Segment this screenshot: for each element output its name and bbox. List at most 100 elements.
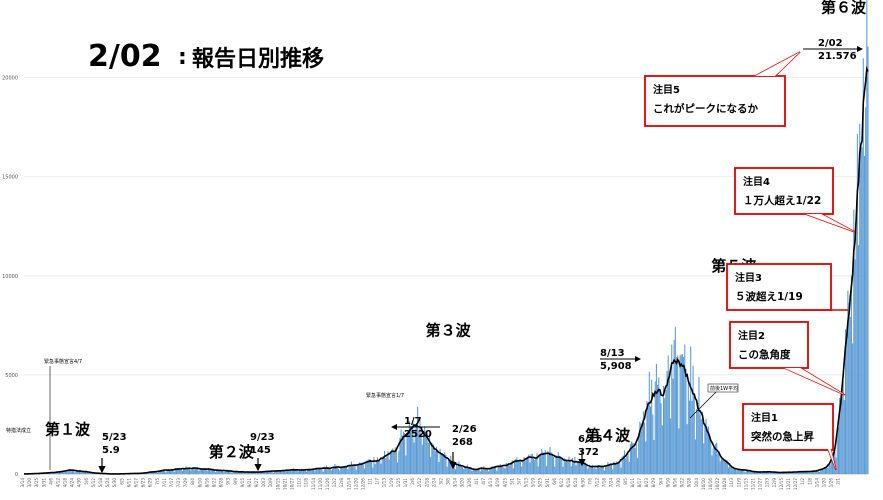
bar (374, 464, 376, 474)
x-tick-label: 4/24 (70, 478, 75, 488)
x-tick-label: 1/26 (829, 478, 834, 488)
bar (515, 459, 517, 474)
bar (716, 442, 718, 474)
bar (564, 459, 566, 474)
bar (615, 461, 617, 474)
bar (352, 464, 354, 474)
bar (257, 472, 259, 474)
bar (158, 471, 160, 474)
bar (58, 471, 60, 474)
bar (684, 344, 686, 474)
bar (704, 423, 706, 474)
bar (214, 472, 217, 474)
bar (277, 471, 279, 474)
bar (614, 464, 616, 474)
bar (814, 471, 816, 474)
bar (619, 462, 621, 474)
bar (499, 464, 501, 474)
bar (245, 471, 247, 474)
x-tick-label: 6/23 (141, 478, 146, 488)
x-tick-label: 4/6 (48, 478, 53, 485)
x-tick-label: 8/23 (644, 478, 649, 488)
bar (470, 466, 472, 474)
x-tick-label: 5/18 (98, 478, 103, 488)
bar (701, 411, 704, 474)
bar (207, 467, 209, 474)
bar (809, 471, 811, 474)
x-tick-label: 10/16 (708, 478, 713, 490)
bar (305, 471, 308, 474)
bar (748, 469, 750, 474)
bar (639, 421, 641, 474)
callout-title: 注目5 (653, 83, 680, 96)
bar (424, 426, 426, 474)
bar (827, 468, 829, 474)
bar (567, 461, 569, 474)
bar (641, 422, 643, 474)
bar (370, 460, 373, 474)
bar (685, 368, 687, 474)
bar (667, 355, 669, 474)
bar (628, 461, 630, 474)
bar (84, 471, 86, 474)
bar (577, 461, 579, 474)
bar (164, 469, 166, 474)
bar (800, 471, 802, 474)
bar (73, 470, 75, 474)
bar (497, 465, 499, 474)
bar (479, 471, 481, 474)
x-tick-label: 11/8 (304, 478, 309, 488)
bar (867, 46, 869, 475)
bar (807, 471, 809, 474)
bar (466, 464, 468, 474)
bar (692, 365, 694, 474)
bar (737, 469, 739, 474)
x-tick-label: 11/20 (318, 478, 323, 490)
wave-label: 第３波 (426, 321, 472, 339)
bar (473, 470, 475, 474)
bar (589, 465, 591, 474)
bar (603, 470, 605, 474)
bar (407, 434, 409, 474)
bar (62, 471, 64, 474)
bar (378, 460, 380, 474)
bar (665, 390, 667, 474)
bar (742, 469, 744, 474)
bar (242, 472, 244, 474)
bar (171, 468, 173, 474)
bar (842, 380, 844, 474)
bar (287, 469, 289, 474)
bar (289, 470, 291, 474)
bar (291, 469, 293, 474)
bar (769, 472, 771, 474)
x-tick-label: 1/25 (396, 478, 401, 488)
bar (408, 421, 410, 474)
bar (192, 467, 194, 474)
bar (186, 467, 188, 474)
bar (197, 467, 199, 474)
bar (339, 470, 341, 474)
point-value: 372 (578, 447, 599, 458)
bar (413, 442, 415, 474)
bar (49, 473, 51, 474)
bar (551, 453, 553, 474)
bar (381, 458, 383, 474)
callout-pointer-fill (755, 52, 800, 76)
bar (414, 428, 416, 474)
bar (725, 459, 727, 474)
bar (276, 470, 278, 474)
callout-pointer-fill (823, 417, 836, 470)
bar (633, 443, 635, 474)
bar (227, 470, 230, 474)
bar (583, 464, 585, 474)
bar (379, 460, 381, 474)
bar (691, 400, 693, 474)
callout-text: この急角度 (738, 348, 791, 361)
bar (235, 471, 237, 474)
x-tick-label: 7/17 (169, 478, 174, 488)
bar (179, 467, 181, 474)
bar (399, 437, 401, 474)
bar (433, 447, 435, 474)
bar (776, 472, 778, 474)
callout-box (726, 263, 832, 311)
